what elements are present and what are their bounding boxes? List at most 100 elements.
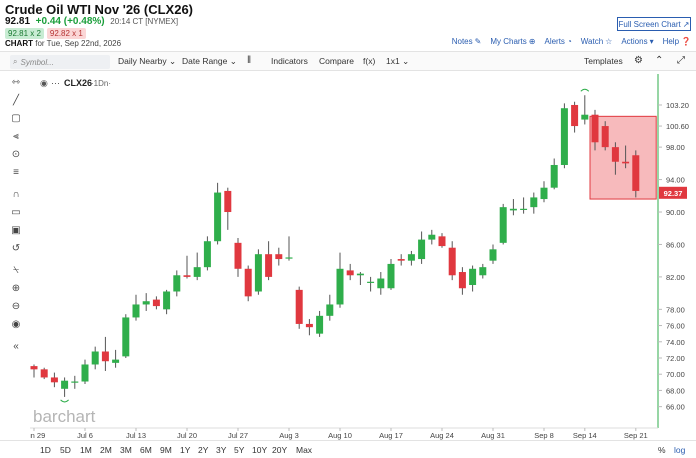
candle[interactable] [50, 372, 58, 388]
candle[interactable] [418, 231, 426, 264]
eye-icon[interactable]: ◉ [11, 319, 21, 330]
candle[interactable] [632, 150, 640, 198]
candle[interactable] [367, 276, 375, 292]
indicators-button[interactable]: Indicators [271, 56, 308, 66]
symbol-search-input[interactable]: ⌕ Symbol... [10, 55, 110, 69]
candle[interactable] [591, 109, 599, 151]
candle[interactable] [407, 250, 415, 266]
candle[interactable] [224, 187, 232, 230]
candle[interactable] [611, 142, 619, 175]
candle[interactable] [438, 233, 446, 248]
candle[interactable] [101, 336, 109, 371]
candle[interactable] [295, 286, 303, 329]
candle[interactable] [112, 349, 120, 368]
date-range-dropdown[interactable]: Date Range ⌄ [182, 56, 237, 67]
eraser-icon[interactable]: ▣ [11, 225, 21, 236]
crosshair-icon[interactable]: ⇿ [11, 77, 21, 88]
fx-button[interactable]: f(x) [363, 56, 376, 66]
candle[interactable] [132, 294, 140, 321]
period-9m[interactable]: 9M [160, 445, 172, 455]
period-3m[interactable]: 3M [120, 445, 132, 455]
candle[interactable] [622, 145, 630, 169]
period-1d[interactable]: 1D [40, 445, 51, 455]
notes-link[interactable]: Notes ✎ [452, 37, 482, 46]
chart-canvas[interactable]: 66.00 68.00 70.00 72.00 74.00 76.00 78.00 82.00… [23, 72, 696, 440]
candle[interactable] [560, 103, 568, 169]
actions-menu[interactable]: Actions ▾ [621, 37, 653, 46]
log-toggle[interactable]: log [674, 445, 686, 455]
period-2m[interactable]: 2M [100, 445, 112, 455]
candle[interactable] [163, 289, 171, 315]
period-6m[interactable]: 6M [140, 445, 152, 455]
candle[interactable] [142, 293, 150, 311]
gear-icon[interactable]: ⚙ [634, 55, 643, 66]
lock-icon[interactable]: ▭ [11, 207, 21, 218]
candle[interactable] [326, 294, 334, 321]
candle[interactable] [601, 121, 609, 151]
candle[interactable] [122, 314, 130, 358]
candle[interactable] [91, 346, 99, 370]
daily-nearby-dropdown[interactable]: Daily Nearby ⌄ [118, 56, 176, 67]
candle[interactable] [61, 377, 69, 397]
candle[interactable] [479, 263, 487, 279]
period-3y[interactable]: 3Y [216, 445, 227, 455]
compare-button[interactable]: Compare [319, 56, 354, 66]
layout-dropdown[interactable]: 1x1 ⌄ [386, 56, 409, 67]
candle[interactable] [346, 263, 354, 281]
candle[interactable] [316, 310, 324, 337]
candle[interactable] [397, 254, 405, 266]
candle[interactable] [489, 244, 497, 264]
candle[interactable] [40, 367, 48, 380]
candle[interactable] [193, 252, 201, 281]
candle[interactable] [499, 203, 507, 245]
undo-icon[interactable]: ↺ [11, 243, 21, 254]
collapse-panel-icon[interactable]: « [13, 341, 19, 352]
percent-toggle[interactable]: % [658, 445, 666, 455]
candle[interactable] [305, 319, 313, 336]
alerts-link[interactable]: Alerts ◔ [544, 37, 571, 46]
period-5d[interactable]: 5D [60, 445, 71, 455]
period-1y[interactable]: 1Y [180, 445, 191, 455]
my-charts-link[interactable]: My Charts ⊕ [490, 37, 535, 46]
candle[interactable] [469, 265, 477, 292]
candle[interactable] [581, 95, 589, 125]
candle[interactable] [285, 236, 293, 261]
rectangle-icon[interactable]: ▢ [11, 113, 21, 124]
period-10y[interactable]: 10Y [252, 445, 268, 455]
collapse-icon[interactable]: ⌃ [655, 55, 664, 66]
candle[interactable] [71, 375, 79, 389]
candle[interactable] [203, 236, 211, 271]
full-screen-chart-button[interactable]: Full Screen Chart ↗ [617, 17, 691, 31]
candle[interactable] [356, 272, 364, 286]
candle[interactable] [387, 259, 395, 290]
candle[interactable] [30, 364, 38, 378]
magnet-icon[interactable]: ∩ [12, 189, 20, 200]
chart-eye-icon[interactable]: ◉ [40, 78, 48, 88]
candle[interactable] [173, 270, 181, 297]
highlight-rectangle[interactable] [589, 115, 657, 200]
candle[interactable] [550, 158, 558, 190]
watch-link[interactable]: Watch ☆ [581, 37, 613, 46]
period-1m[interactable]: 1M [80, 445, 92, 455]
chart-menu-icon[interactable]: ⋯ [51, 78, 60, 88]
zoom-in-icon[interactable]: ⊕ [11, 283, 21, 294]
period-5y[interactable]: 5Y [234, 445, 245, 455]
candle[interactable] [448, 241, 456, 281]
candle[interactable] [152, 296, 160, 310]
candle[interactable] [214, 182, 222, 245]
candle[interactable] [520, 197, 528, 214]
candle[interactable] [336, 252, 344, 308]
trash-icon[interactable]: ⍀ [13, 265, 19, 276]
candle[interactable] [428, 229, 436, 245]
zoom-out-icon[interactable]: ⊖ [11, 301, 21, 312]
period-max[interactable]: Max [296, 445, 313, 455]
candle[interactable] [571, 101, 579, 133]
trendline-icon[interactable]: ╱ [12, 95, 20, 106]
price-chart[interactable]: 66.00 68.00 70.00 72.00 74.00 76.00 78.00 82.00… [23, 72, 696, 440]
period-20y[interactable]: 20Y [272, 445, 288, 455]
candle[interactable] [275, 247, 283, 266]
label-icon[interactable]: ⊙ [11, 149, 21, 160]
candle[interactable] [265, 241, 273, 281]
fibonacci-icon[interactable]: ≡ [13, 167, 19, 178]
candle[interactable] [377, 272, 385, 295]
